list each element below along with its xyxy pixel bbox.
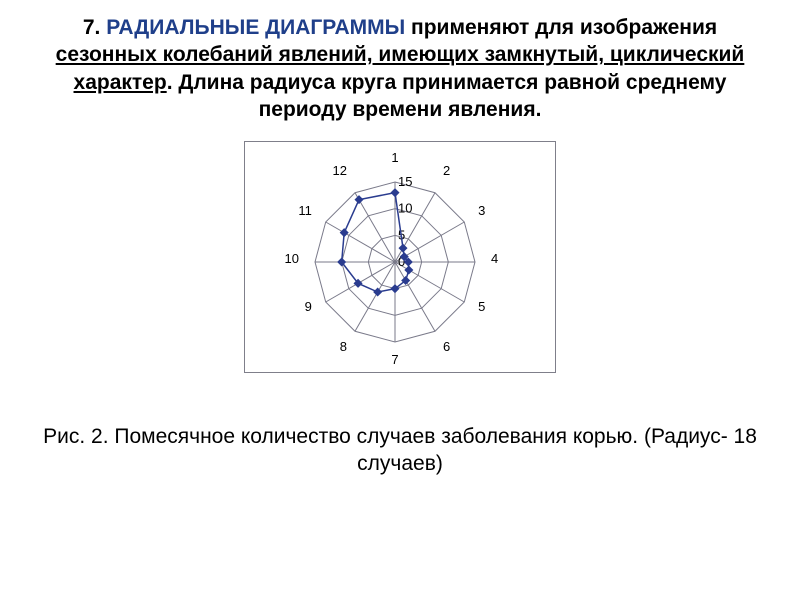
svg-text:11: 11: [298, 203, 312, 218]
svg-text:1: 1: [391, 150, 398, 165]
chart-container: 051015123456789101112: [0, 141, 800, 373]
svg-text:2: 2: [443, 163, 450, 178]
svg-text:6: 6: [443, 339, 450, 354]
svg-text:9: 9: [305, 299, 312, 314]
svg-text:15: 15: [398, 174, 412, 189]
svg-text:8: 8: [340, 339, 347, 354]
svg-text:7: 7: [391, 352, 398, 367]
svg-text:3: 3: [478, 203, 485, 218]
title-mid1: применяют для изображения: [405, 16, 717, 39]
svg-text:10: 10: [398, 201, 412, 216]
title-rest: . Длина радиуса круга принимается равной…: [167, 71, 727, 121]
title-prefix: 7.: [83, 16, 106, 39]
figure-caption: Рис. 2. Помесячное количество случаев за…: [0, 423, 800, 478]
radar-svg: 051015123456789101112: [245, 142, 555, 372]
radar-chart: 051015123456789101112: [244, 141, 556, 373]
title-highlight: РАДИАЛЬНЫЕ ДИАГРАММЫ: [106, 16, 405, 39]
svg-text:5: 5: [478, 299, 485, 314]
svg-text:4: 4: [491, 251, 498, 266]
slide-title: 7. РАДИАЛЬНЫЕ ДИАГРАММЫ применяют для из…: [0, 0, 800, 131]
svg-text:10: 10: [285, 251, 299, 266]
svg-text:12: 12: [333, 163, 347, 178]
